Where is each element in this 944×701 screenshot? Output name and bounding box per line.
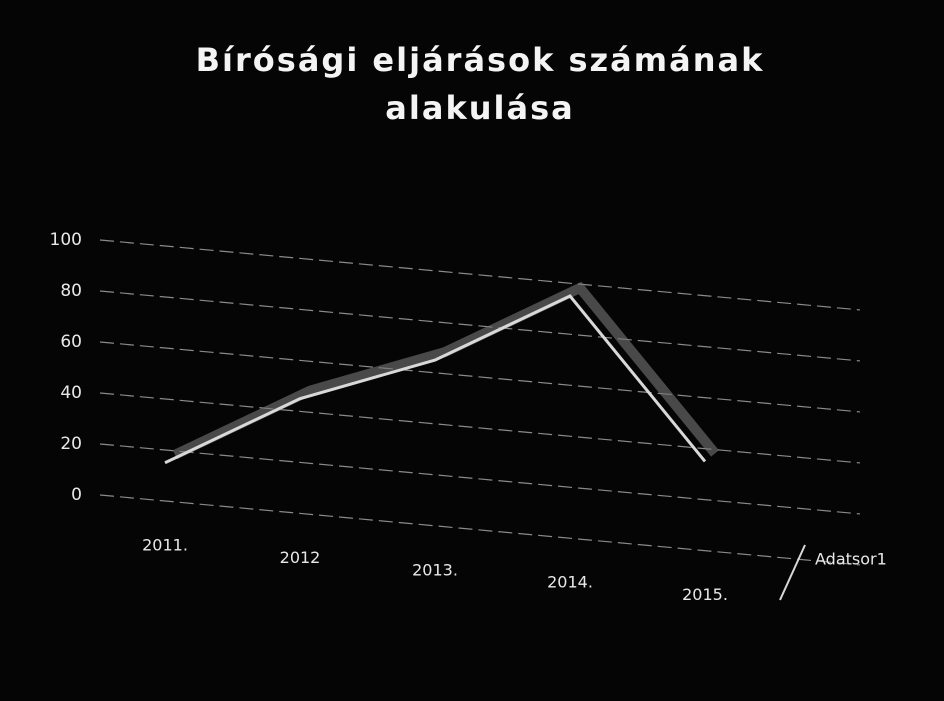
y-tick-label: 0 — [71, 485, 82, 505]
y-tick-label: 20 — [60, 434, 82, 454]
chart-title: Bírósági eljárások számának — [196, 41, 765, 79]
y-tick-label: 100 — [50, 230, 82, 250]
grid-line — [99, 443, 861, 515]
grid-line — [99, 392, 861, 464]
grid-line — [99, 341, 861, 413]
line-depth — [172, 281, 719, 460]
x-tick-label: 2014. — [547, 573, 593, 592]
x-tick-label: 2011. — [142, 535, 188, 554]
y-tick-label: 40 — [60, 383, 82, 403]
x-tick-label: 2013. — [412, 560, 458, 579]
y-tick-label: 80 — [60, 281, 82, 301]
chart-title: alakulása — [385, 89, 574, 127]
x-tick-label: 2012 — [280, 548, 321, 567]
grid-line — [99, 494, 861, 566]
grid-line — [99, 290, 861, 362]
grid-line — [99, 239, 861, 311]
legend-label: Adatsor1 — [815, 550, 887, 569]
y-tick-label: 60 — [60, 332, 82, 352]
line — [164, 294, 707, 465]
legend-swatch — [779, 544, 806, 601]
x-tick-label: 2015. — [682, 585, 728, 604]
